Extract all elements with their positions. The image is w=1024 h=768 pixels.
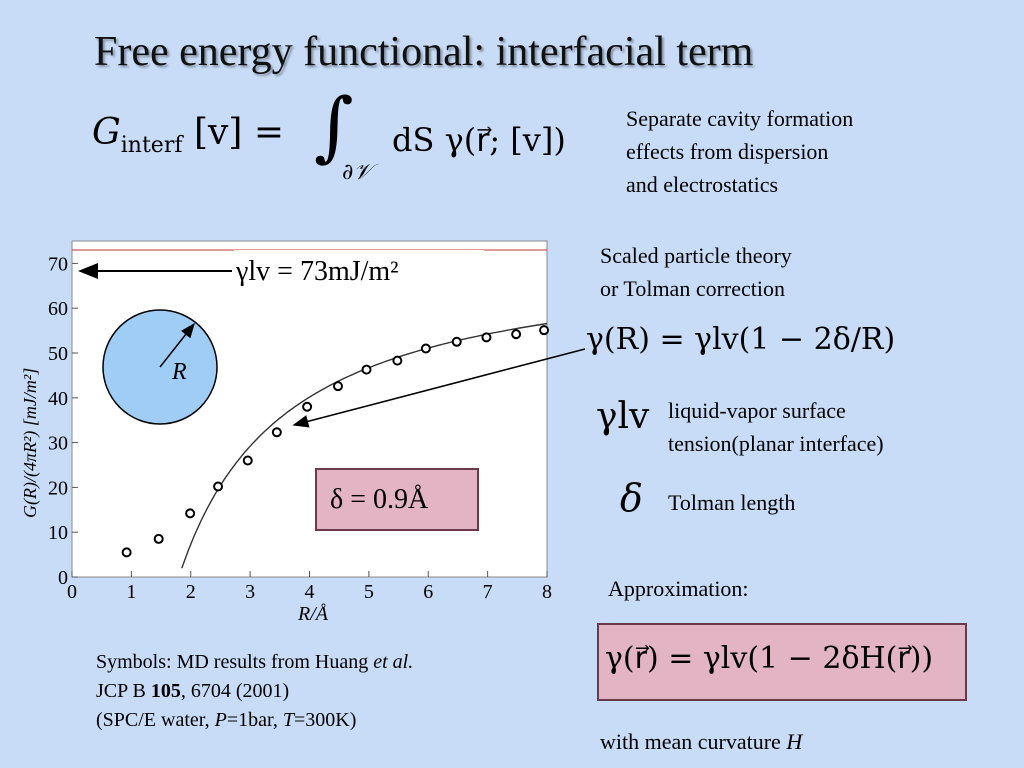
- gamma-R-equation: γ(R) = γlv(1 − 2δ/R): [586, 322, 896, 357]
- x-tick-label: 4: [305, 581, 315, 603]
- citation: Symbols: MD results from Huang et al. JC…: [96, 648, 413, 735]
- x-tick-label: 6: [423, 581, 433, 603]
- x-axis-label: R/Å: [297, 603, 329, 625]
- x-tick-label: 5: [364, 581, 374, 603]
- data-point: [420, 343, 431, 354]
- y-tick-label: 0: [58, 567, 68, 589]
- x-tick-label: 1: [126, 581, 136, 603]
- equation-arrow: [292, 348, 586, 428]
- approximation-box: γ(r⃗) = γlv(1 − 2δH(r⃗)): [597, 623, 967, 701]
- citation-line-3: (SPC/E water, P=1bar, T=300K): [96, 706, 413, 735]
- eq-G: G: [92, 112, 121, 153]
- delta-box-label: δ = 0.9Å: [330, 484, 429, 515]
- data-point: [361, 364, 372, 375]
- y-tick-label: 50: [48, 343, 68, 365]
- integral-domain: ∂𝒱: [342, 160, 372, 185]
- radius-arrow: [159, 322, 195, 368]
- curvature-note: with mean curvature H: [600, 725, 802, 758]
- citation-cond: (SPC/E water,: [96, 709, 215, 731]
- citation-pages: , 6704 (2001): [180, 680, 290, 702]
- x-tick-label: 2: [186, 581, 196, 603]
- data-point: [121, 547, 132, 558]
- delta-box: [315, 468, 479, 531]
- x-tick-label: 0: [67, 581, 77, 603]
- curvature-note-var: H: [786, 729, 803, 754]
- y-tick-label: 20: [48, 477, 68, 499]
- note-separate-line: Separate cavity formation: [626, 106, 854, 131]
- citation-etal: et al.: [373, 651, 414, 673]
- gamma-lv-label-bg: [234, 250, 484, 286]
- gamma-lv-desc-line: tension(planar interface): [668, 431, 884, 456]
- eq-arg: [v] =: [193, 112, 284, 153]
- delta-symbol: δ: [620, 476, 643, 520]
- gamma-lv-symbol: γlv: [596, 396, 650, 437]
- data-point: [511, 329, 522, 340]
- integral-sign: ∫: [314, 81, 354, 170]
- data-point: [539, 325, 550, 336]
- citation-journal: JCP B: [96, 680, 151, 702]
- delta-description: Tolman length: [668, 490, 796, 515]
- eq-G-sub: interf: [120, 133, 183, 158]
- note-scaled-particle: Scaled particle theory or Tolman correct…: [600, 239, 792, 305]
- note-separate-line: effects from dispersion: [626, 139, 829, 164]
- data-point: [271, 427, 282, 438]
- citation-line-2: JCP B 105, 6704 (2001): [96, 677, 413, 706]
- x-tick-label: 8: [542, 581, 552, 603]
- curvature-note-text: with mean curvature: [600, 729, 787, 754]
- y-tick-label: 10: [48, 522, 68, 544]
- y-tick-label: 30: [48, 433, 68, 455]
- data-point: [333, 381, 343, 392]
- y-tick-label: 70: [48, 253, 68, 275]
- radius-label: R: [171, 359, 187, 385]
- citation-cond: =300K): [294, 709, 357, 731]
- y-tick-label: 40: [48, 388, 68, 410]
- citation-P: P: [214, 709, 227, 731]
- data-point: [185, 508, 196, 519]
- y-tick-label: 60: [48, 298, 68, 320]
- citation-T: T: [282, 709, 294, 731]
- data-point: [481, 332, 492, 343]
- note-scaled-line: Scaled particle theory: [600, 243, 792, 268]
- slide-title: Free energy functional: interfacial term: [94, 29, 754, 75]
- interfacial-energy-equation: Ginterf [v] =: [92, 112, 284, 158]
- gamma-lv-description: liquid-vapor surface tension(planar inte…: [668, 394, 884, 460]
- gamma-lv-label: γlv = 73mJ/m²: [235, 256, 399, 287]
- note-separate-line: and electrostatics: [626, 172, 779, 197]
- data-point: [213, 481, 224, 492]
- integrand: dS γ(r⃗; [v]): [392, 121, 566, 159]
- citation-volume: 105: [150, 680, 181, 702]
- data-point: [242, 455, 253, 466]
- citation-line-1: Symbols: MD results from Huang et al.: [96, 648, 413, 677]
- y-axis-label: G(R)/(4πR²) [mJ/m²]: [20, 368, 41, 518]
- x-tick-label: 3: [245, 581, 255, 603]
- data-point: [451, 336, 462, 347]
- citation-cond: =1bar,: [226, 709, 283, 731]
- data-point: [302, 401, 313, 412]
- note-scaled-line: or Tolman correction: [600, 276, 785, 301]
- approximation-label: Approximation:: [608, 576, 749, 601]
- approximation-equation: γ(r⃗) = γlv(1 − 2δH(r⃗)): [605, 641, 934, 676]
- note-separate: Separate cavity formation effects from d…: [626, 102, 853, 201]
- gamma-lv-desc-line: liquid-vapor surface: [668, 398, 846, 423]
- data-point: [153, 533, 164, 544]
- citation-text: Symbols: MD results from Huang: [96, 651, 374, 673]
- data-point: [392, 355, 403, 366]
- x-tick-label: 7: [483, 581, 493, 603]
